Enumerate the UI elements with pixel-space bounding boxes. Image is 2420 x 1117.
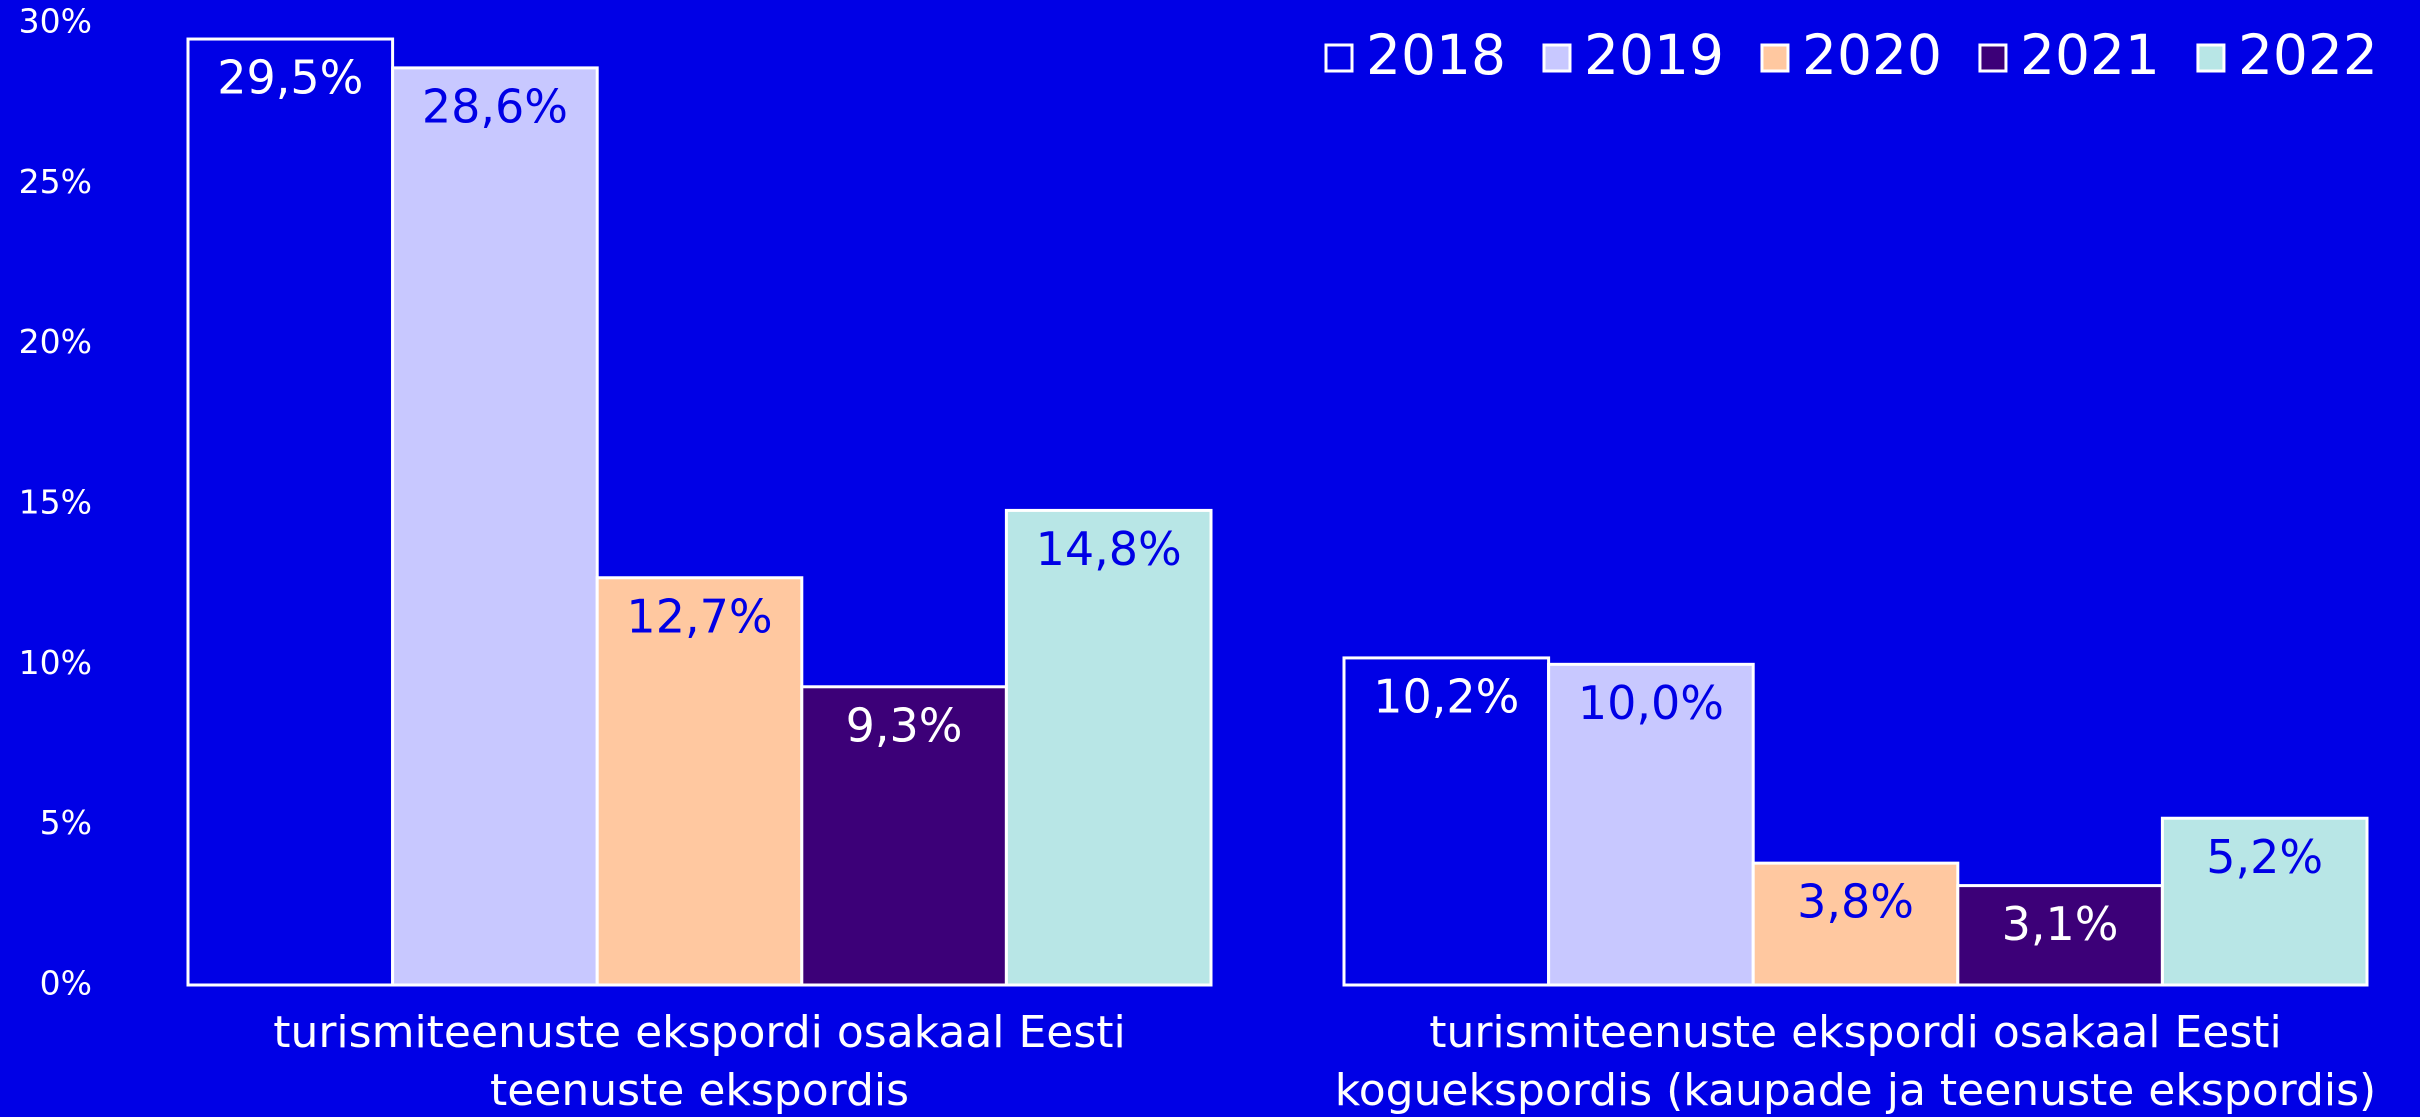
legend-swatch <box>1324 43 1354 73</box>
bar <box>1547 662 1755 987</box>
data-label: 9,3% <box>846 698 963 752</box>
data-label: 5,2% <box>2206 830 2323 884</box>
legend-swatch <box>1760 43 1790 73</box>
data-label: 12,7% <box>626 589 772 643</box>
bar <box>800 685 1008 987</box>
y-tick-label: 0% <box>40 964 92 1003</box>
y-tick-label: 15% <box>19 483 92 522</box>
bar <box>1004 508 1213 987</box>
legend-label: 2019 <box>1584 23 1724 87</box>
data-label: 28,6% <box>422 79 568 133</box>
y-tick-label: 30% <box>19 2 92 41</box>
data-label: 10,0% <box>1578 676 1724 730</box>
data-label: 29,5% <box>217 51 363 105</box>
bar <box>1956 884 2164 987</box>
data-label: 10,2% <box>1373 669 1519 723</box>
bar <box>2160 816 2369 987</box>
x-tick-label: turismiteenuste ekspordi osakaal Eesti te… <box>273 1007 1126 1116</box>
bar <box>1342 656 1551 987</box>
x-tick-label: turismiteenuste ekspordi osakaal Eesti ko… <box>1335 1007 2376 1116</box>
bar <box>391 66 599 987</box>
data-label: 3,8% <box>1797 875 1914 929</box>
legend-label: 2018 <box>1366 23 1506 87</box>
data-label: 3,1% <box>2002 897 2119 951</box>
legend-swatch <box>1978 43 2008 73</box>
legend-label: 2021 <box>2020 23 2160 87</box>
y-tick-label: 10% <box>19 643 92 682</box>
bar <box>1751 861 1960 987</box>
legend-swatch <box>2196 43 2226 73</box>
data-label: 14,8% <box>1036 522 1182 576</box>
y-tick-label: 5% <box>40 803 92 842</box>
legend-label: 2020 <box>1802 23 1942 87</box>
bar <box>595 576 804 987</box>
legend-swatch <box>1542 43 1572 73</box>
y-tick-label: 20% <box>19 322 92 361</box>
y-tick-label: 25% <box>19 162 92 201</box>
legend-label: 2022 <box>2238 23 2378 87</box>
bar <box>186 37 395 987</box>
